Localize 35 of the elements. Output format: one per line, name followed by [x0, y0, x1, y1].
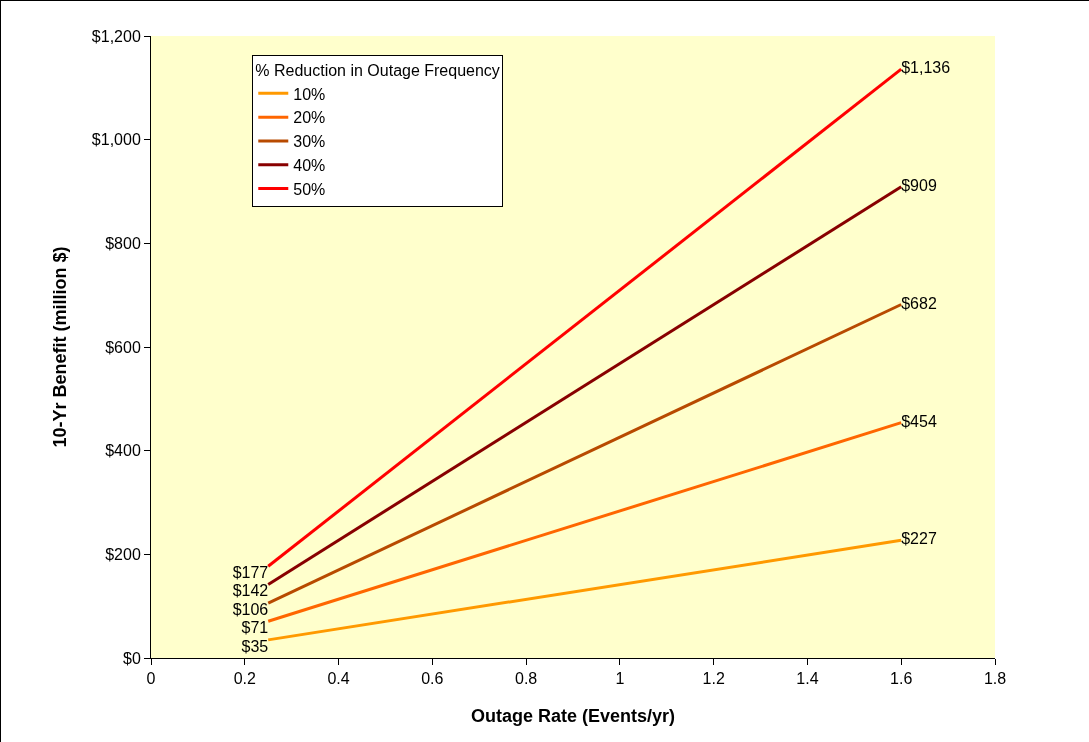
x-tick-label: 0.8 [514, 670, 538, 688]
data-label: $454 [901, 412, 937, 430]
data-label: $71 [241, 619, 269, 637]
y-tick-label: $800 [105, 234, 141, 252]
x-tick-label: 0.6 [421, 670, 444, 688]
x-tick-label: 0.4 [327, 670, 350, 688]
y-tick-label: $600 [105, 338, 141, 356]
data-label: $35 [241, 637, 269, 655]
y-tick-label: $200 [105, 545, 141, 563]
data-label: $142 [232, 582, 269, 600]
data-label: $1,136 [901, 59, 951, 77]
data-label: $106 [232, 601, 269, 619]
y-tick-label: $0 [123, 649, 141, 667]
legend-label: 20% [293, 109, 326, 127]
data-label: $177 [232, 564, 269, 582]
legend-label: 30% [293, 133, 326, 151]
legend-label: 40% [293, 157, 326, 174]
x-tick-label: 0.2 [233, 670, 256, 688]
legend-title: % Reduction in Outage Frequency [255, 62, 500, 80]
y-axis-title: 10-Yr Benefit (million $) [50, 246, 71, 448]
data-label: $682 [901, 294, 937, 312]
x-tick-label: 1.4 [796, 670, 819, 688]
legend-label: 10% [293, 85, 326, 103]
legend-label: 50% [293, 180, 326, 198]
x-tick-label: 1.6 [890, 670, 913, 688]
x-tick-label: 0 [146, 670, 156, 688]
data-label: $227 [901, 530, 937, 548]
data-label: $909 [901, 176, 937, 194]
x-tick-label: 1 [615, 670, 625, 688]
y-tick-label: $1,000 [91, 131, 141, 149]
x-tick-label: 1.2 [702, 670, 725, 688]
y-tick-label: $400 [105, 442, 141, 460]
x-tick-label: 1.8 [983, 670, 1007, 688]
y-tick-label: $1,200 [91, 27, 141, 45]
x-axis-title: Outage Rate (Events/yr) [470, 706, 676, 726]
